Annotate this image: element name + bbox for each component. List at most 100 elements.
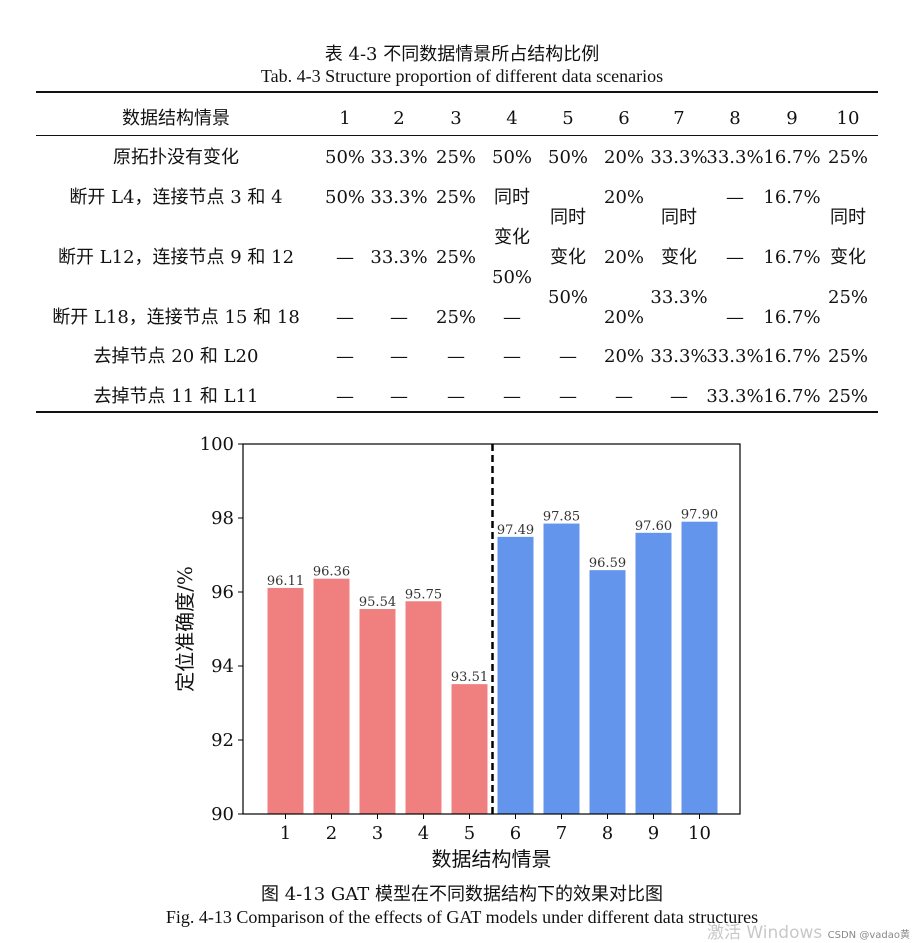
table-cell: 25% <box>827 386 869 407</box>
table-cell: 16.7% <box>763 346 821 367</box>
table-cell: — <box>447 346 465 367</box>
table-cell: 20% <box>603 247 645 268</box>
table-cell: 16.7% <box>763 307 821 328</box>
table-cell: — <box>615 386 633 407</box>
y-tick-label: 100 <box>200 434 234 455</box>
table-row-label: 去掉节点 20 和 L20 <box>93 346 259 367</box>
table-merged-cell: 同时 <box>830 207 866 228</box>
table-col-header: 4 <box>506 108 518 129</box>
table-cell: — <box>559 386 577 407</box>
table-cell: 33.3% <box>706 346 764 367</box>
y-tick-label: 96 <box>211 582 234 603</box>
table-cell: — <box>726 247 744 268</box>
table-cell: 50% <box>491 147 533 168</box>
bar-value-label: 95.75 <box>405 587 442 602</box>
table-cell: 50% <box>324 187 366 208</box>
table-merged-cell: 50% <box>491 267 533 288</box>
figure-caption-zh: 图 4-13 GAT 模型在不同数据结构下的效果对比图 <box>260 884 663 905</box>
bar-value-label: 97.85 <box>543 510 580 525</box>
table-header-rule <box>36 135 878 136</box>
y-axis-label: 定位准确度/% <box>173 566 197 692</box>
table-cell: 33.3% <box>650 147 708 168</box>
table-merged-cell: 变化 <box>494 227 530 248</box>
table-cell: 33.3% <box>706 147 764 168</box>
bar <box>589 570 626 814</box>
table-col-header: 9 <box>786 108 798 129</box>
table-cell: — <box>670 386 688 407</box>
table-cell: 16.7% <box>763 187 821 208</box>
y-tick-label: 92 <box>211 730 234 751</box>
table-merged-cell: 变化 <box>550 247 586 268</box>
bar-chart: 96.11 96.36 95.54 95.75 93.51 97.49 97.85 96.59… <box>173 434 741 871</box>
table-cell: — <box>390 307 408 328</box>
table-cell: 25% <box>435 147 477 168</box>
x-tick-label: 8 <box>602 823 613 844</box>
bar-value-label: 97.49 <box>497 523 534 538</box>
table-cell: 25% <box>435 307 477 328</box>
table-row-label: 断开 L12，连接节点 9 和 12 <box>57 247 295 268</box>
table-cell: — <box>336 247 354 268</box>
table-col-header: 7 <box>673 108 685 129</box>
x-tick-label: 2 <box>326 823 337 844</box>
table-cell: — <box>559 346 577 367</box>
x-tick-label: 9 <box>648 823 659 844</box>
x-tick-label: 6 <box>510 823 521 844</box>
bar <box>405 601 442 814</box>
table-row-label: 断开 L4，连接节点 3 和 4 <box>69 187 283 208</box>
table-row-label: 断开 L18，连接节点 15 和 18 <box>52 307 300 328</box>
table-cell: 50% <box>324 147 366 168</box>
table-cell: — <box>503 307 521 328</box>
table-bottom-rule <box>36 411 878 413</box>
table-cell: — <box>336 346 354 367</box>
y-tick-label: 94 <box>211 656 234 677</box>
table-cell: — <box>503 346 521 367</box>
x-tick-label: 3 <box>372 823 383 844</box>
table-cell: — <box>726 187 744 208</box>
table-col-header: 8 <box>729 108 741 129</box>
table-cell: — <box>390 346 408 367</box>
table-cell: 20% <box>603 307 645 328</box>
table-caption-zh: 表 4-3 不同数据情景所占结构比例 <box>324 44 600 65</box>
bar <box>681 521 718 814</box>
table-merged-cell: 33.3% <box>650 287 708 308</box>
table-col-header: 3 <box>450 108 462 129</box>
table-cell: — <box>390 386 408 407</box>
table-col-header: 6 <box>618 108 630 129</box>
table-col-header: 2 <box>393 108 405 129</box>
bar-value-label: 93.51 <box>451 670 488 685</box>
table-merged-cell: 25% <box>827 287 869 308</box>
bar <box>497 536 534 814</box>
x-tick-label: 10 <box>688 823 711 844</box>
table-cell: — <box>336 386 354 407</box>
bar-value-label: 96.59 <box>589 556 626 571</box>
x-tick-label: 5 <box>464 823 475 844</box>
table-merged-cell: 变化 <box>661 247 697 268</box>
table-cell: 16.7% <box>763 147 821 168</box>
table-merged-cell: 同时 <box>494 187 530 208</box>
table-top-rule <box>36 91 878 93</box>
table-cell: 33.3% <box>650 346 708 367</box>
table-cell: — <box>726 307 744 328</box>
watermark: 激活 Windows CSDN @vadao黄 <box>707 918 910 943</box>
x-tick-label: 1 <box>280 823 291 844</box>
table-cell: 20% <box>603 147 645 168</box>
table-col-header: 5 <box>562 108 574 129</box>
bar <box>313 578 350 814</box>
table-cell: — <box>447 386 465 407</box>
table-cell: 25% <box>827 147 869 168</box>
table-merged-cell: 50% <box>547 287 589 308</box>
table-cell: 33.3% <box>370 147 428 168</box>
watermark-source: CSDN @vadao黄 <box>827 930 910 941</box>
bar-value-label: 96.36 <box>313 565 350 580</box>
table-merged-cell: 同时 <box>550 207 586 228</box>
table-caption-en: Tab. 4-3 Structure proportion of differe… <box>260 66 664 86</box>
bar <box>543 523 580 814</box>
bar-value-label: 95.54 <box>359 595 396 610</box>
table-cell: 25% <box>435 187 477 208</box>
y-tick-label: 90 <box>211 804 234 825</box>
bar <box>267 587 304 814</box>
table-cell: 20% <box>603 346 645 367</box>
table-cell: 33.3% <box>706 386 764 407</box>
bar-value-label: 96.11 <box>267 574 304 589</box>
table-cell: 50% <box>547 147 589 168</box>
